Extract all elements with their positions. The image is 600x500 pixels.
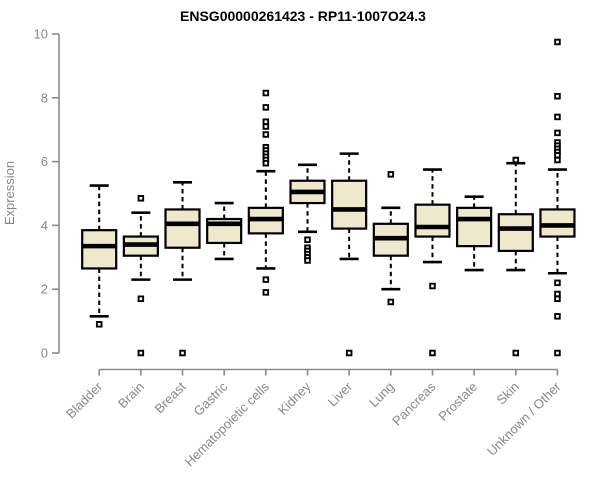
x-category-label: Prostate [435, 379, 480, 424]
boxplot-series [81, 38, 576, 357]
iqr-box [456, 206, 493, 248]
x-category-label: Unknown / Other [484, 379, 564, 459]
outlier-point [262, 89, 270, 97]
y-axis-title: Expression [2, 161, 17, 225]
box-pancreas [414, 168, 451, 357]
outlier-point [137, 195, 145, 202]
outlier-point [137, 349, 145, 357]
outlier-point [387, 298, 395, 306]
outlier-point [262, 131, 270, 138]
outlier-point [137, 295, 145, 303]
outlier-point [512, 156, 520, 164]
box-prostate [456, 195, 493, 272]
y-tick-label: 6 [41, 154, 48, 169]
iqr-box [331, 179, 368, 230]
outlier-point [345, 349, 353, 357]
x-category-label: Bladder [63, 379, 106, 422]
iqr-box [164, 208, 201, 249]
outlier-point [554, 349, 561, 357]
box-lung [372, 171, 409, 306]
box-kidney [289, 163, 326, 264]
chart-title: ENSG00000261423 - RP11-1007O24.3 [180, 8, 426, 24]
box-breast [164, 181, 201, 357]
outlier-point [429, 282, 436, 290]
outlier-point [554, 156, 561, 164]
outlier-point [95, 321, 103, 328]
outlier-point [554, 295, 561, 303]
box-liver [331, 152, 368, 357]
outlier-point [262, 276, 270, 283]
outlier-point [554, 279, 561, 287]
x-category-label: Brain [115, 379, 147, 411]
outlier-point [554, 129, 561, 137]
iqr-box [497, 213, 534, 253]
outlier-point [179, 349, 186, 357]
x-category-label: Pancreas [389, 379, 439, 429]
box-unknown-other [539, 38, 576, 357]
y-tick-label: 4 [41, 218, 48, 233]
iqr-box [81, 229, 118, 270]
box-gastric [206, 201, 243, 261]
outlier-point [554, 113, 561, 121]
x-category-label: Skin [493, 379, 521, 407]
outlier-point [304, 257, 311, 264]
outlier-point [554, 313, 561, 320]
outlier-point [262, 159, 270, 167]
y-tick-label: 10 [34, 27, 48, 42]
x-category-label: Liver [325, 379, 356, 410]
y-axis: 0 2 4 6 8 10 [34, 27, 60, 361]
outlier-point [429, 349, 436, 357]
x-category-label: Lung [366, 379, 397, 410]
y-tick-label: 0 [41, 346, 48, 361]
outlier-point [262, 123, 270, 130]
iqr-box [414, 203, 451, 238]
outlier-point [387, 171, 395, 178]
outlier-point [554, 92, 561, 100]
box-brain [122, 195, 159, 357]
y-tick-label: 8 [41, 90, 48, 105]
outlier-point [262, 289, 270, 296]
outlier-point [554, 38, 561, 46]
iqr-box [539, 208, 576, 238]
outlier-point [262, 104, 270, 111]
box-bladder [81, 184, 118, 328]
box-skin [497, 156, 534, 357]
x-category-label: Breast [151, 379, 188, 416]
x-category-label: Kidney [275, 379, 314, 418]
x-category-label: Gastric [191, 379, 231, 419]
y-tick-label: 2 [41, 282, 48, 297]
outlier-point [512, 349, 520, 357]
outlier-point [304, 236, 311, 244]
box-hematopoietic-cells [247, 89, 284, 296]
